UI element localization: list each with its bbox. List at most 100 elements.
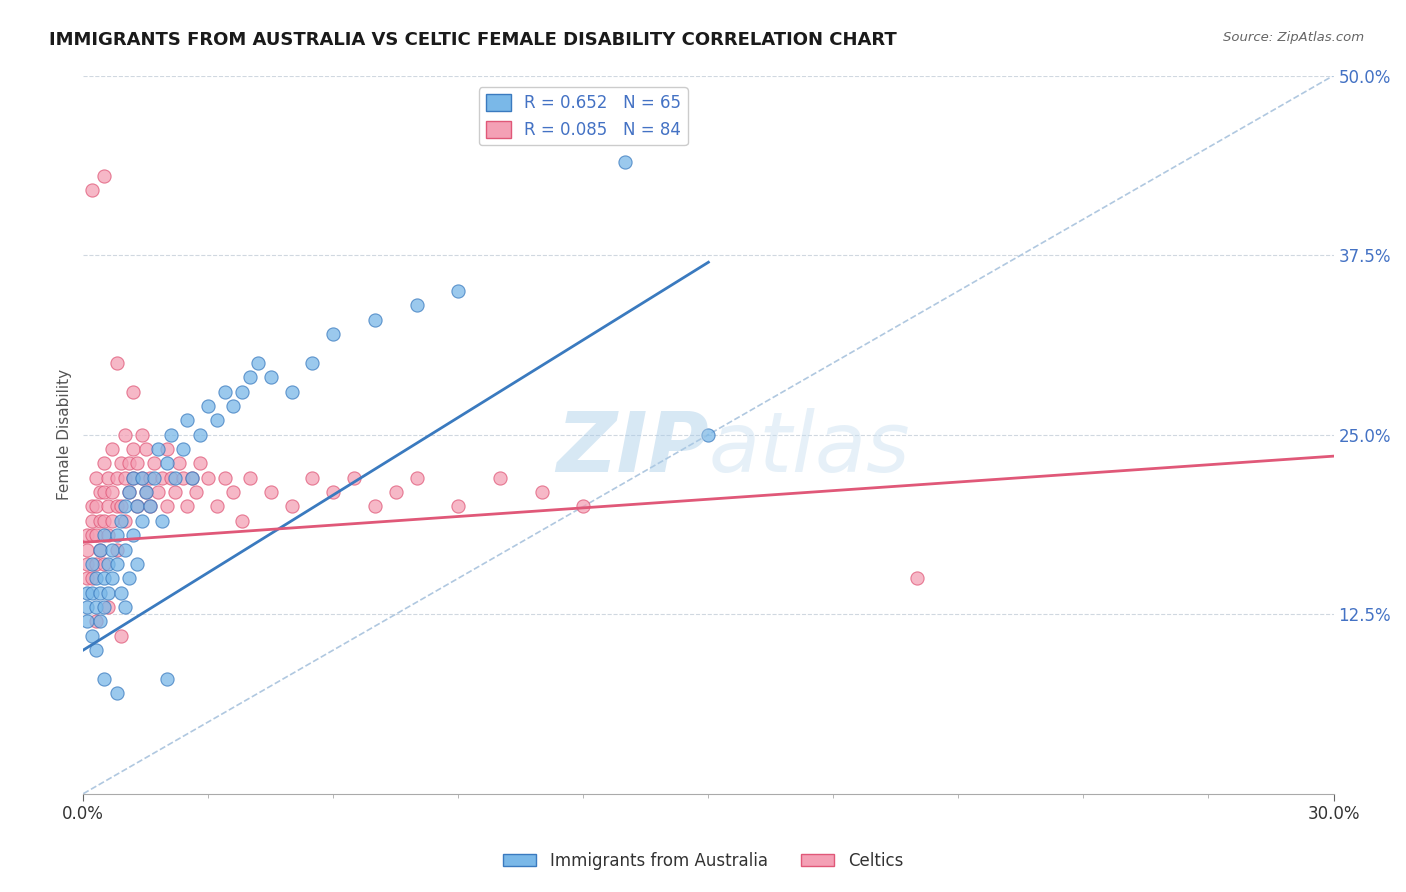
Point [93,571,115,585]
Point [114,471,136,485]
Point [97,557,120,571]
Point [152,471,174,485]
Point [84,528,107,542]
Point [93,456,115,470]
Point [188,427,211,442]
Point [156,672,179,686]
Point [188,456,211,470]
Point [110,456,132,470]
Point [93,169,115,183]
Point [139,500,162,514]
Text: atlas: atlas [709,409,910,490]
Point [105,500,128,514]
Point [80,514,103,528]
Point [80,629,103,643]
Text: IMMIGRANTS FROM AUSTRALIA VS CELTIC FEMALE DISABILITY CORRELATION CHART: IMMIGRANTS FROM AUSTRALIA VS CELTIC FEMA… [49,31,897,49]
Point [148,485,170,500]
Point [97,599,120,614]
Point [301,356,323,370]
Point [322,327,344,342]
Point [80,500,103,514]
Point [214,471,236,485]
Point [80,528,103,542]
Point [93,557,115,571]
Point [84,471,107,485]
Point [572,500,595,514]
Point [222,399,245,413]
Text: ZIP: ZIP [555,409,709,490]
Point [122,471,145,485]
Point [80,183,103,197]
Point [127,456,149,470]
Legend: R = 0.652   N = 65, R = 0.085   N = 84: R = 0.652 N = 65, R = 0.085 N = 84 [479,87,688,145]
Point [405,298,427,312]
Point [84,615,107,629]
Point [118,456,141,470]
Point [97,528,120,542]
Point [135,485,157,500]
Point [122,528,145,542]
Point [156,442,179,456]
Point [614,154,637,169]
Point [127,500,149,514]
Point [80,557,103,571]
Point [343,471,366,485]
Point [93,599,115,614]
Point [176,500,198,514]
Point [385,485,408,500]
Point [131,471,153,485]
Point [148,442,170,456]
Point [405,471,427,485]
Point [101,571,124,585]
Point [301,471,323,485]
Point [76,585,98,599]
Point [231,384,253,399]
Point [167,456,190,470]
Point [530,485,553,500]
Point [322,485,344,500]
Point [114,427,136,442]
Point [159,427,181,442]
Point [84,500,107,514]
Point [114,500,136,514]
Point [114,514,136,528]
Point [905,571,928,585]
Point [110,500,132,514]
Point [280,384,302,399]
Point [97,500,120,514]
Point [93,672,115,686]
Point [84,571,107,585]
Point [114,542,136,557]
Point [131,471,153,485]
Point [89,485,111,500]
Point [163,485,186,500]
Point [127,500,149,514]
Point [163,471,186,485]
Point [143,471,166,485]
Point [101,542,124,557]
Point [110,514,132,528]
Y-axis label: Female Disability: Female Disability [58,369,72,500]
Point [222,485,245,500]
Point [105,471,128,485]
Point [184,485,207,500]
Point [89,585,111,599]
Point [84,599,107,614]
Point [197,471,219,485]
Point [105,686,128,700]
Point [97,585,120,599]
Point [205,413,228,427]
Point [84,557,107,571]
Point [80,571,103,585]
Point [93,528,115,542]
Point [176,413,198,427]
Point [239,471,262,485]
Point [105,542,128,557]
Point [156,456,179,470]
Point [76,599,98,614]
Point [118,485,141,500]
Point [93,514,115,528]
Point [105,356,128,370]
Point [76,542,98,557]
Point [231,514,253,528]
